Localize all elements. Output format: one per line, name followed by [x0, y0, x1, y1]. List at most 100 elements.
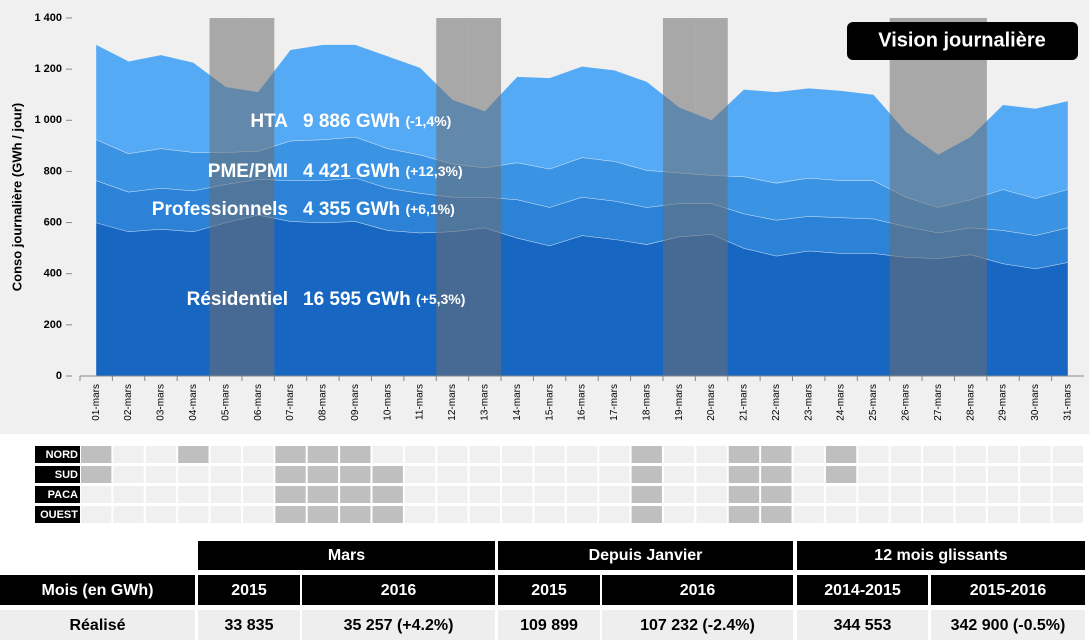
- x-tick-label: 11-mars: [415, 384, 426, 420]
- area: [96, 44, 1068, 208]
- region-cell: [81, 486, 112, 503]
- y-tick-label: 1 400: [34, 12, 62, 24]
- x-tick-label: 25-mars: [868, 384, 879, 421]
- series-label: Résidentiel: [187, 289, 288, 310]
- region-cell: [275, 466, 306, 483]
- region-cell: [1052, 466, 1083, 483]
- table-cell-bg: [302, 610, 495, 640]
- region-cell: [825, 486, 857, 503]
- region-cell: [469, 446, 501, 463]
- region-label-box: [35, 506, 80, 523]
- series-change: (+6,1%): [405, 201, 454, 217]
- region-cell: [340, 486, 371, 503]
- region-cell: [178, 446, 209, 463]
- x-tick-label: 16-mars: [577, 384, 588, 421]
- x-tick-label: 28-mars: [965, 384, 976, 421]
- region-cell: [1052, 506, 1083, 523]
- x-tick-label: 31-mars: [1062, 384, 1073, 421]
- region-cell: [81, 506, 112, 523]
- weekend-shade: [209, 18, 242, 376]
- series-change: (+12,3%): [405, 163, 462, 179]
- table-cell: 33 835: [225, 617, 274, 634]
- x-tick-label: 05-mars: [220, 384, 231, 421]
- region-cell: [890, 506, 922, 523]
- region-cell: [696, 486, 727, 503]
- series-label: PME/PMI: [208, 161, 288, 182]
- region-cell: [242, 486, 274, 503]
- weekend-shade: [695, 18, 728, 376]
- table-cell: Réalisé: [69, 617, 125, 634]
- region-cell: [1052, 486, 1083, 503]
- region-cell: [469, 486, 501, 503]
- region-cell: [793, 486, 824, 503]
- x-tick-label: 29-mars: [998, 384, 1009, 421]
- weekend-shade: [436, 18, 469, 376]
- region-cell: [631, 486, 662, 503]
- region-cell: [210, 506, 241, 523]
- region-cell: [145, 446, 177, 463]
- table-group: Mars: [328, 547, 365, 564]
- region-label: PACA: [48, 489, 78, 501]
- region-cell: [890, 446, 922, 463]
- area: [96, 214, 1068, 376]
- x-tick-label: 20-mars: [706, 384, 717, 421]
- table-header-cell: [498, 575, 600, 605]
- region-cell: [825, 506, 857, 523]
- table-header: 2014-2015: [824, 582, 901, 599]
- region-cell: [1020, 466, 1051, 483]
- region-label: NORD: [46, 449, 78, 461]
- table-header-cell: [302, 575, 495, 605]
- x-tick-label: 24-mars: [836, 384, 847, 421]
- y-tick-label: 0: [56, 370, 62, 382]
- region-cell: [404, 486, 436, 503]
- table-header-cell: [602, 575, 793, 605]
- weekend-shade: [662, 18, 696, 376]
- region-cell: [372, 446, 403, 463]
- region-cell: [793, 506, 824, 523]
- region-cell: [404, 506, 436, 523]
- region-cell: [242, 466, 274, 483]
- y-tick-label: 200: [44, 319, 62, 331]
- region-cell: [955, 446, 986, 463]
- region-cell: [566, 466, 598, 483]
- area: [96, 177, 1068, 269]
- weekend-shade: [954, 18, 987, 376]
- region-cell: [81, 466, 112, 483]
- region-cell: [404, 466, 436, 483]
- table-header: 2015: [531, 582, 567, 599]
- region-cell: [599, 486, 630, 503]
- region-cell: [825, 466, 857, 483]
- weekend-shade: [922, 18, 955, 376]
- region-cell: [728, 446, 760, 463]
- weekend-shade: [889, 18, 923, 376]
- table-cell: 107 232 (-2.4%): [640, 617, 755, 634]
- region-cell: [534, 486, 565, 503]
- region-cell: [728, 506, 760, 523]
- table-cell: 109 899: [520, 617, 578, 634]
- region-cell: [437, 506, 468, 523]
- region-cell: [534, 466, 565, 483]
- region-cell: [599, 466, 630, 483]
- x-tick-label: 03-mars: [156, 384, 167, 421]
- table-cell: 344 553: [834, 617, 892, 634]
- region-cell: [534, 506, 565, 523]
- region-cell: [275, 506, 306, 523]
- region-cell: [696, 446, 727, 463]
- region-cell: [113, 506, 144, 523]
- x-tick-label: 18-mars: [641, 384, 652, 421]
- region-cell: [145, 486, 177, 503]
- table-cell: 35 257 (+4.2%): [344, 617, 454, 634]
- table-header: Mois (en GWh): [42, 582, 154, 599]
- weekend-shade: [241, 18, 275, 376]
- region-cell: [696, 506, 727, 523]
- region-cell: [728, 486, 760, 503]
- x-tick-label: 12-mars: [447, 384, 458, 421]
- table-header-cell: [0, 575, 195, 605]
- x-tick-label: 17-mars: [609, 384, 620, 421]
- table-group: 12 mois glissants: [874, 547, 1007, 564]
- region-cell: [145, 506, 177, 523]
- region-cell: [890, 466, 922, 483]
- badge-box: [847, 22, 1078, 60]
- series-total-value: 9 886 GWh: [303, 111, 400, 132]
- region-cell: [599, 506, 630, 523]
